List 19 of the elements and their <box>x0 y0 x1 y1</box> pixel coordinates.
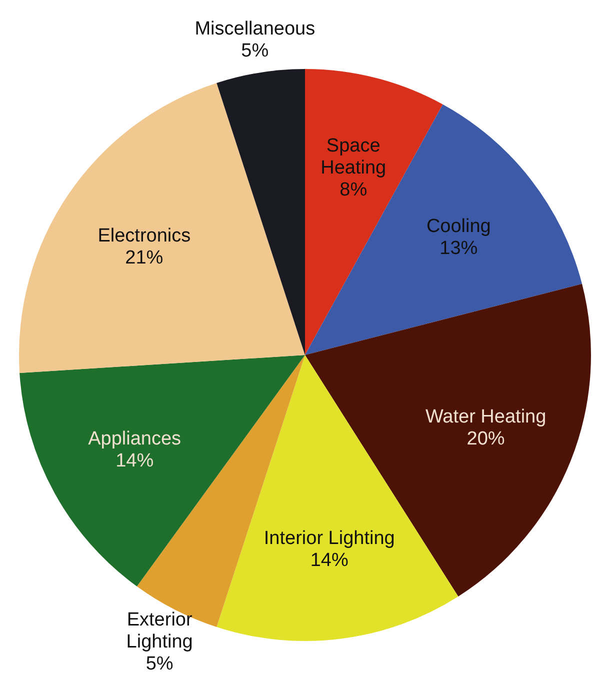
slice-label: Interior Lighting <box>264 528 395 549</box>
data-label: 14% <box>310 550 348 571</box>
slice-label: Electronics <box>98 226 191 247</box>
slice-label: Appliances <box>88 428 182 450</box>
data-label: 14% <box>116 450 154 472</box>
data-label: 5% <box>146 653 174 674</box>
slice-label: Space Heating <box>320 136 386 179</box>
pie-slice <box>305 104 582 355</box>
slice-label: Miscellaneous <box>194 18 316 40</box>
slice-label: Cooling <box>426 216 491 237</box>
data-label: 20% <box>466 428 505 450</box>
pie-slice <box>19 83 305 373</box>
pie-slice <box>216 69 305 355</box>
data-label: 8% <box>340 180 368 201</box>
data-label: 13% <box>440 238 478 259</box>
slice-label: Exterior Lighting <box>126 609 193 652</box>
data-label: 21% <box>125 248 164 269</box>
slice-label: Water Heating <box>425 406 546 428</box>
data-label: 5% <box>241 40 269 62</box>
